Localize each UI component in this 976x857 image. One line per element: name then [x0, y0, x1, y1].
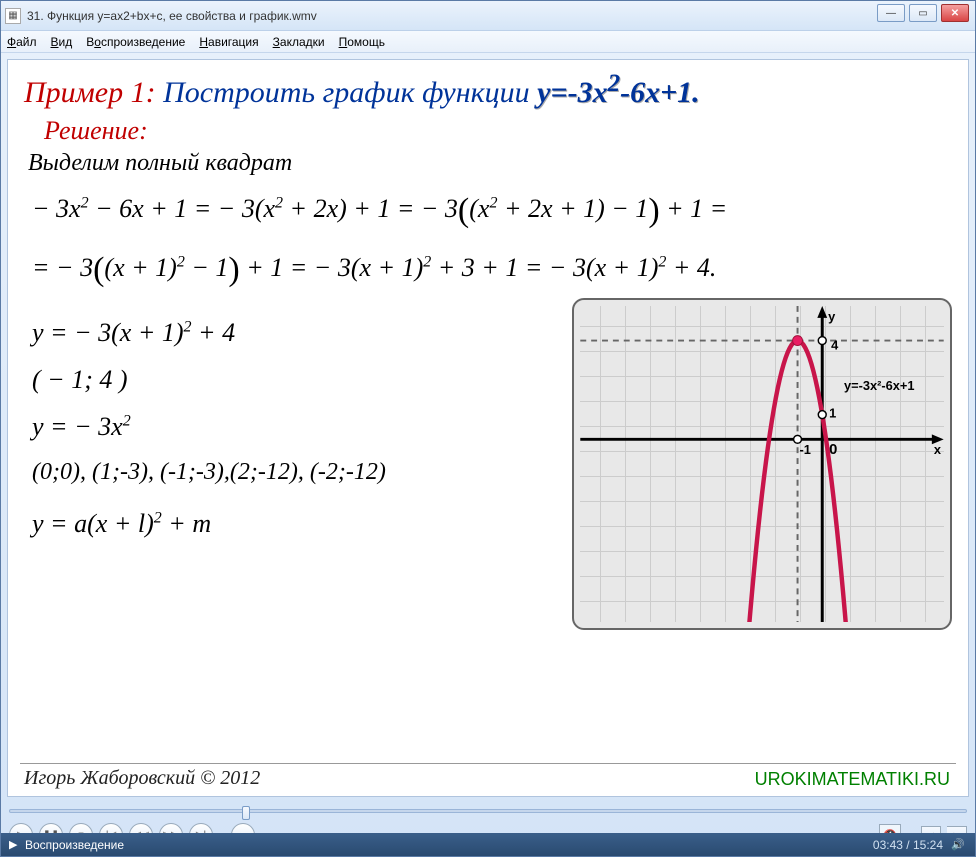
origin-label: 0: [829, 442, 837, 458]
example-label: Пример 1:: [24, 76, 156, 109]
footer-link: UROKIMATEMATIKI.RU: [755, 769, 950, 790]
minimize-button[interactable]: —: [877, 4, 905, 22]
menu-file[interactable]: Файл: [7, 35, 37, 49]
app-window: ▦ 31. Функция y=ax2+bx+c, ее свойства и …: [0, 0, 976, 857]
step-text: Выделим полный квадрат: [28, 150, 952, 177]
neg1-label: -1: [800, 442, 811, 457]
status-icon: ▶: [9, 838, 25, 851]
task-text: Построить график функции: [163, 76, 537, 109]
progress-slider[interactable]: [9, 803, 967, 819]
point-0-4: [818, 337, 826, 345]
menu-playback[interactable]: Воспроизведение: [86, 35, 185, 49]
one-label: 1: [829, 406, 836, 421]
footer-line: [20, 763, 956, 764]
chart-svg: y x 0 -1 1 4 y=-3x²-6x+1: [580, 306, 944, 622]
titlebar: ▦ 31. Функция y=ax2+bx+c, ее свойства и …: [1, 1, 975, 31]
menu-view[interactable]: Вид: [51, 35, 73, 49]
point-0-1: [818, 411, 826, 419]
solution-label: Решение:: [44, 116, 952, 146]
window-title: 31. Функция y=ax2+bx+c, ее свойства и гр…: [27, 9, 971, 23]
status-vol-icon: 🔊: [951, 838, 967, 851]
video-content: Пример 1: Построить график функции y=-3x…: [7, 59, 969, 797]
statusbar: ▶ Воспроизведение 03:43 / 15:24 🔊: [1, 833, 975, 856]
app-icon: ▦: [5, 8, 21, 24]
math-line-1: − 3x2 − 6x + 1 = − 3(x2 + 2x) + 1 = − 3(…: [32, 185, 952, 236]
status-text: Воспроизведение: [25, 838, 873, 852]
x-axis-label: x: [934, 442, 942, 457]
window-buttons: — ▭ ✕: [877, 4, 969, 22]
chart-container: y x 0 -1 1 4 y=-3x²-6x+1: [572, 298, 952, 630]
math-line-2: = − 3((x + 1)2 − 1) + 1 = − 3(x + 1)2 + …: [32, 244, 952, 295]
maximize-button[interactable]: ▭: [909, 4, 937, 22]
function-text: y=-3x2-6x+1.: [537, 76, 700, 109]
y-axis-label: y: [828, 309, 836, 324]
vertex-point: [793, 336, 803, 346]
menu-navigation[interactable]: Навигация: [199, 35, 258, 49]
example-title: Пример 1: Построить график функции y=-3x…: [24, 70, 952, 110]
close-button[interactable]: ✕: [941, 4, 969, 22]
y-axis-arrow: [817, 306, 827, 318]
chart-func-label: y=-3x²-6x+1: [844, 378, 915, 393]
progress-thumb[interactable]: [242, 806, 250, 820]
menubar: Файл Вид Воспроизведение Навигация Закла…: [1, 31, 975, 53]
footer-credit: Игорь Жаборовский © 2012: [24, 767, 260, 790]
progress-track[interactable]: [9, 809, 967, 813]
four-label: 4: [831, 337, 839, 352]
chart-grid: y x 0 -1 1 4 y=-3x²-6x+1: [580, 306, 944, 622]
time-display: 03:43 / 15:24: [873, 838, 943, 852]
menu-help[interactable]: Помощь: [339, 35, 385, 49]
menu-bookmarks[interactable]: Закладки: [273, 35, 325, 49]
